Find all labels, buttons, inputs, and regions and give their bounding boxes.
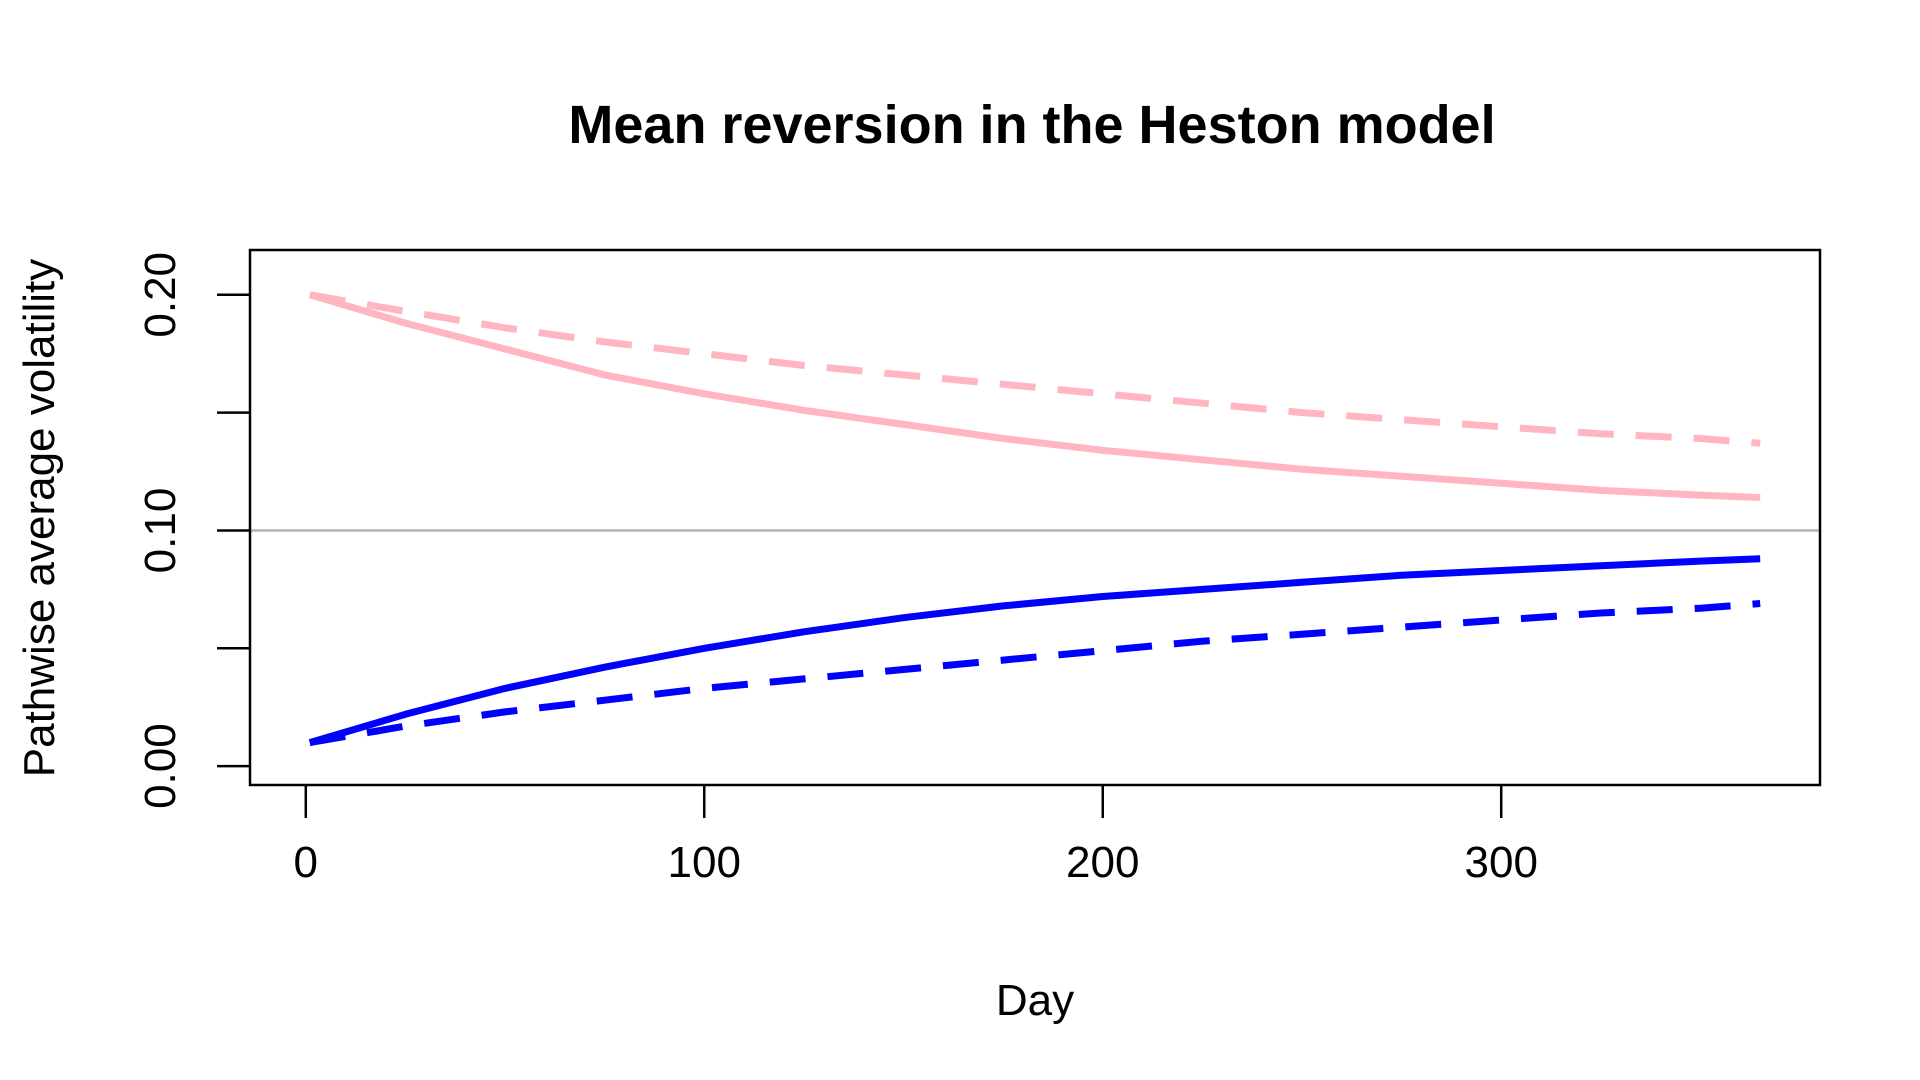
y-axis-label: Pathwise average volatility [15, 259, 64, 777]
plot-frame [248, 248, 1822, 787]
series-line-3 [308, 555, 1761, 746]
x-axis: 0 100 200 300 [294, 785, 1538, 887]
x-tick-label: 0 [294, 838, 318, 887]
x-axis-label: Day [996, 976, 1074, 1025]
series-line-1 [308, 291, 1761, 501]
y-tick-label: 0.00 [136, 723, 185, 809]
series-line-4 [309, 600, 1761, 747]
x-tick-label: 200 [1066, 838, 1139, 887]
y-axis: 0.00 0.10 0.20 [136, 252, 250, 809]
x-tick-label: 300 [1465, 838, 1538, 887]
x-tick-label: 100 [668, 838, 741, 887]
y-tick-label: 0.20 [136, 252, 185, 338]
y-tick-label: 0.10 [136, 488, 185, 574]
series-line-2 [309, 291, 1761, 447]
plot-area [250, 291, 1820, 747]
chart-title: Mean reversion in the Heston model [568, 95, 1495, 155]
